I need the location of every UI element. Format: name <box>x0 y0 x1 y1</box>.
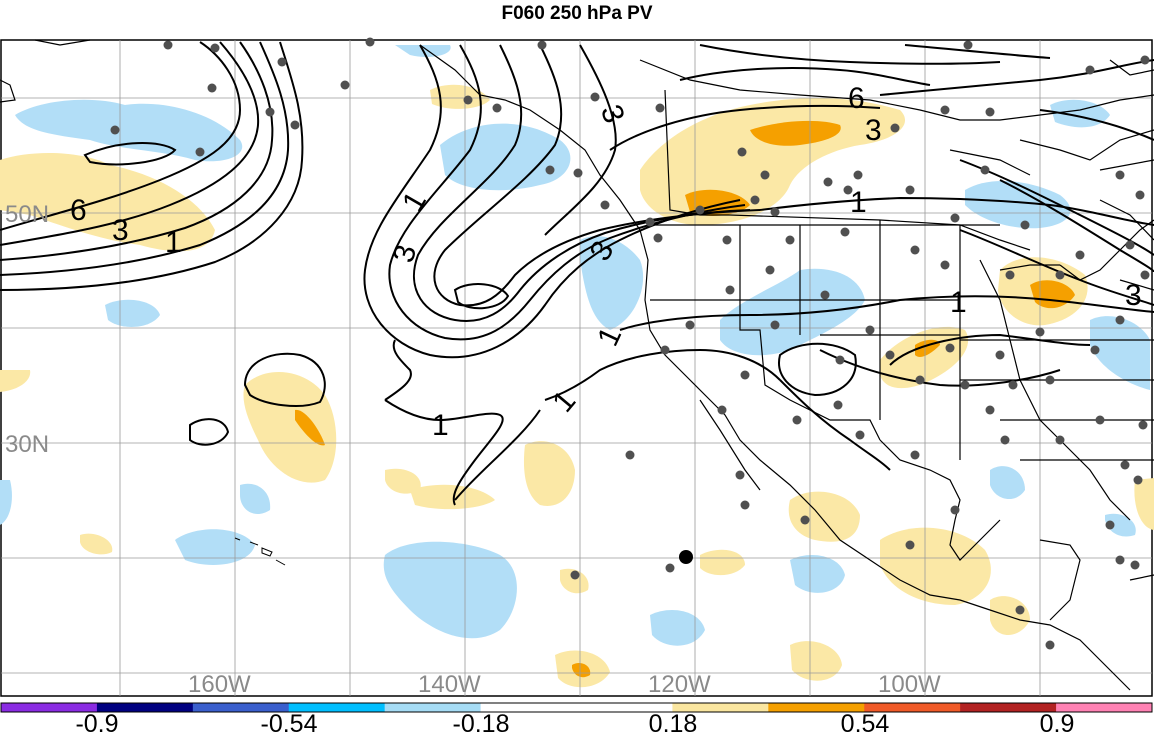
pv-map: 6 3 1 3 1 3 1 3 1 1 1 6 3 1 3 <box>0 37 1154 698</box>
colorbar-label: -0.18 <box>452 710 510 738</box>
contour-label: 1 <box>850 186 867 219</box>
contour-label: 1 <box>950 286 967 319</box>
colorbar-swatch <box>96 703 194 712</box>
colorbar-swatch <box>192 703 290 712</box>
colorbar-swatch <box>1056 703 1153 712</box>
coastlines-and-borders <box>0 39 1154 691</box>
grid-labels: 50N 30N 160W 140W 120W 100W <box>5 201 941 698</box>
colorbar-swatch <box>672 703 769 712</box>
lon-label-160w: 160W <box>188 671 251 698</box>
chart-title: F060 250 hPa PV <box>501 3 653 24</box>
strong-positive-shading <box>295 120 1075 678</box>
colorbar <box>0 702 1153 713</box>
contour-label: 3 <box>112 214 129 247</box>
lon-label-140w: 140W <box>418 671 481 698</box>
colorbar-label: 0.9 <box>1039 710 1075 738</box>
station-dots <box>110 37 1150 650</box>
contour-label: 6 <box>70 194 87 227</box>
colorbar-label: 0.54 <box>840 710 890 738</box>
colorbar-swatch <box>1 703 98 712</box>
colorbar-label: -0.9 <box>75 710 119 738</box>
colorbar-swatch <box>768 703 865 712</box>
pv-contours <box>0 41 1154 506</box>
contour-label: 6 <box>848 82 865 115</box>
lat-label-30n: 30N <box>5 431 49 458</box>
colorbar-swatch <box>480 703 577 712</box>
lon-label-100w: 100W <box>878 671 941 698</box>
colorbar-swatch <box>864 703 961 712</box>
colorbar-swatch <box>384 703 482 712</box>
colorbar-swatch <box>288 703 386 712</box>
hawaii-islands <box>234 537 286 566</box>
colorbar-swatch <box>576 703 673 712</box>
contour-label: 1 <box>165 226 182 259</box>
colorbar-swatch <box>960 703 1057 712</box>
point-marker <box>679 550 693 564</box>
lat-label-50n: 50N <box>5 201 49 228</box>
colorbar-label: -0.54 <box>260 710 318 738</box>
contour-label: 3 <box>1125 279 1142 312</box>
contour-label: 1 <box>432 409 449 442</box>
negative-anomaly-shading <box>0 45 1150 646</box>
contour-label: 3 <box>865 114 882 147</box>
lon-label-120w: 120W <box>648 671 711 698</box>
colorbar-label: 0.18 <box>648 710 698 738</box>
